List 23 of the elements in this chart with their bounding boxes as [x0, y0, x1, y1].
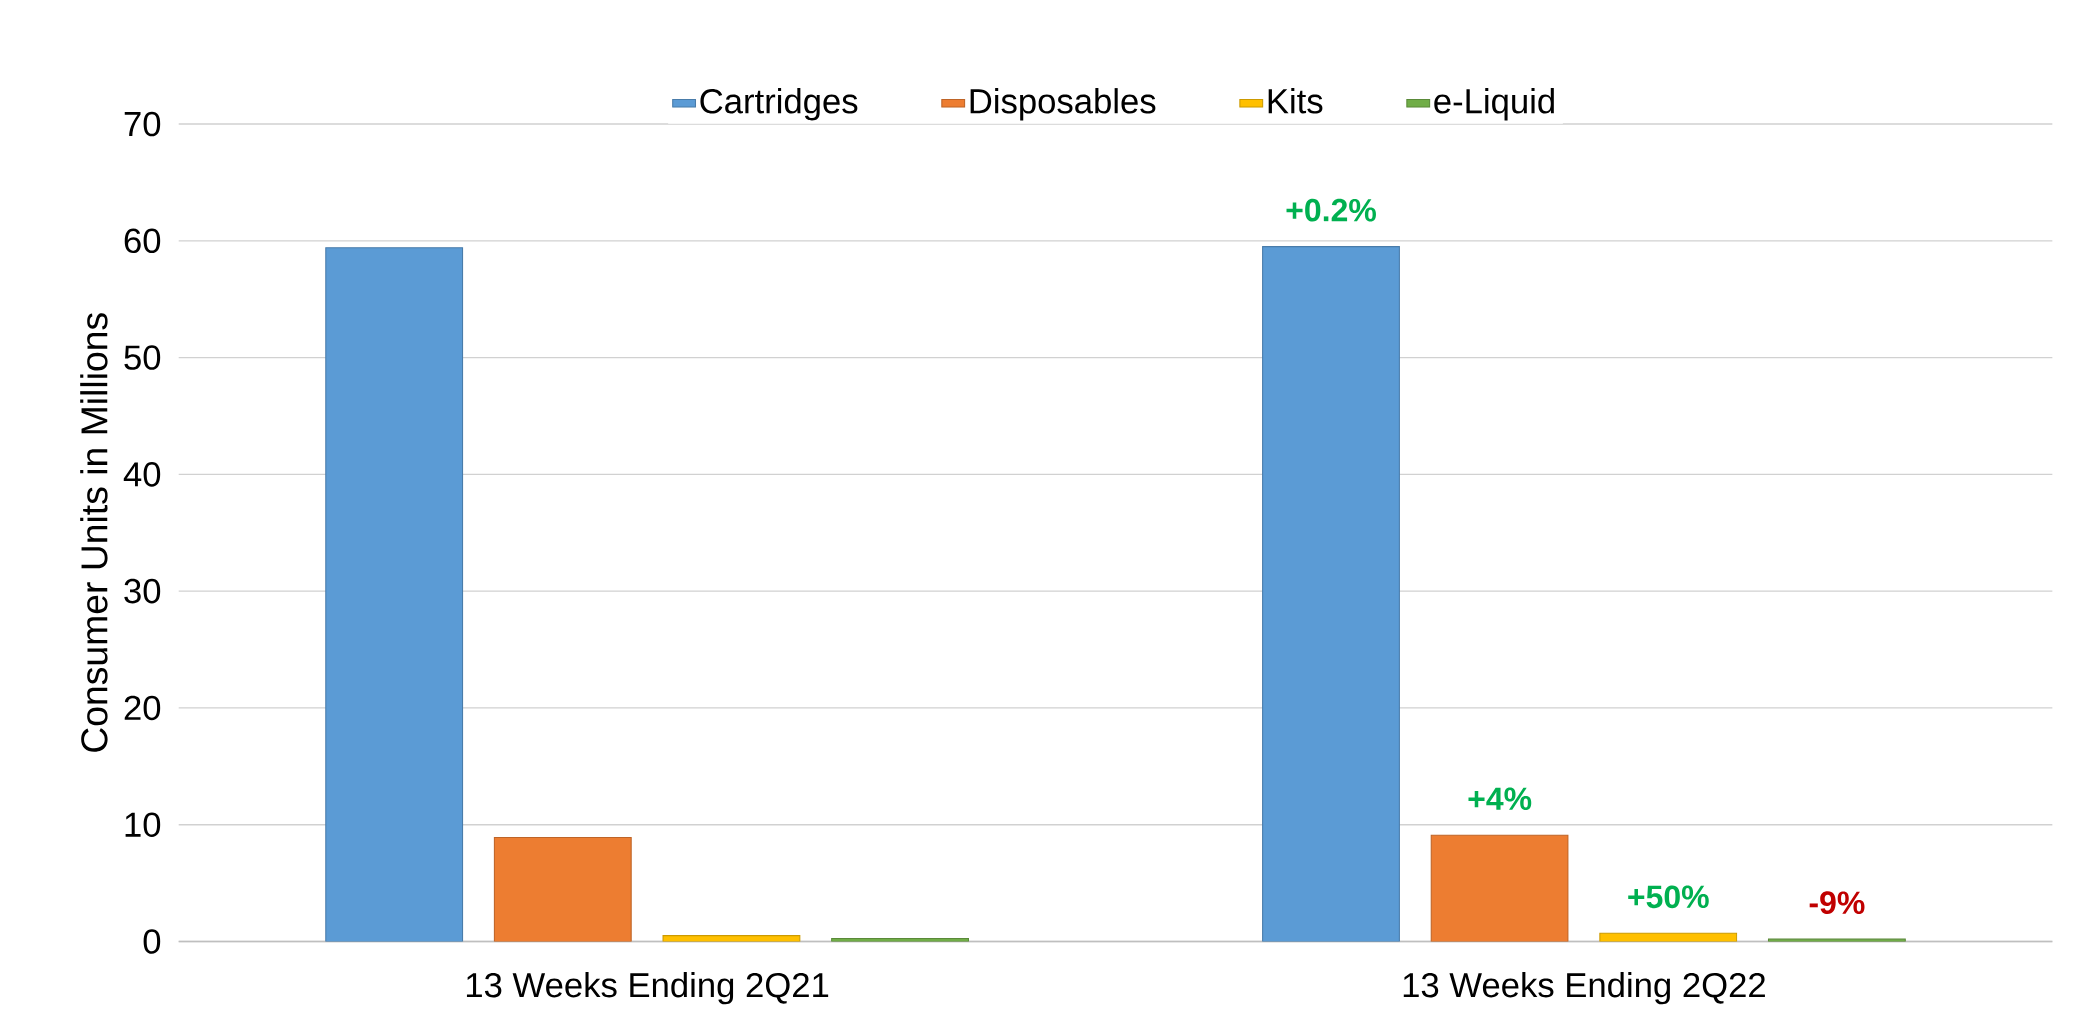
y-tick-label: 50: [124, 345, 161, 370]
y-tick-label: 0: [143, 929, 161, 954]
x-tick-label: 13 Weeks Ending 2Q22: [1403, 971, 1765, 1005]
annotation: -9%: [1809, 891, 1865, 914]
annotation: +4%: [1468, 787, 1532, 810]
y-tick-label: 30: [124, 578, 161, 604]
annotation: +0.2%: [1286, 198, 1376, 222]
bar: [1262, 246, 1400, 942]
legend-label: e-Liquid: [1434, 88, 1554, 121]
legend-label: Disposables: [970, 88, 1156, 121]
bar: [325, 247, 464, 942]
y-tick-label: 40: [123, 462, 161, 487]
legend-label: Kits: [1268, 88, 1323, 114]
bar: [493, 836, 632, 942]
y-tick-label: 10: [125, 812, 161, 837]
legend-label: Cartridges: [700, 88, 858, 121]
annotation: +50%: [1628, 885, 1709, 909]
bar: [1430, 834, 1569, 942]
y-tick-label: 70: [124, 111, 161, 137]
y-axis-title: Consumer Units in Millions: [80, 313, 108, 752]
y-tick-label: 20: [124, 695, 161, 721]
y-tick-label: 60: [124, 228, 161, 253]
x-tick-label: 13 Weeks Ending 2Q21: [466, 971, 829, 1005]
